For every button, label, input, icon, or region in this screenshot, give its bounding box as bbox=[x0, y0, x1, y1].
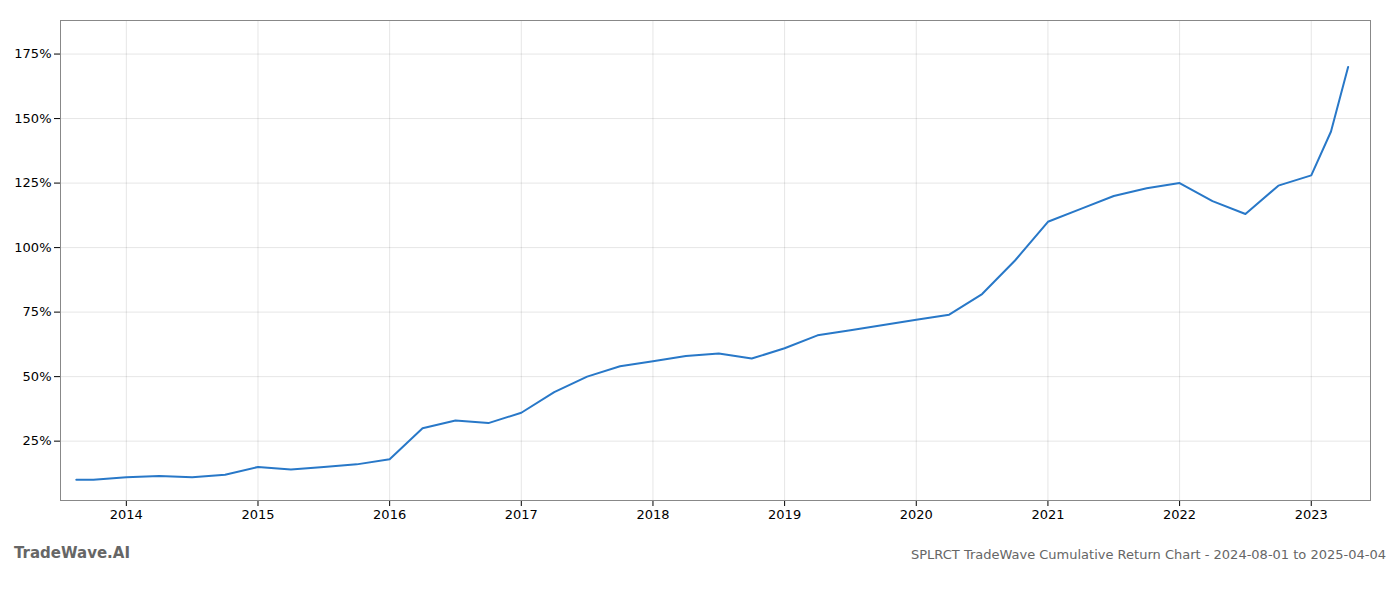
svg-text:2023: 2023 bbox=[1295, 507, 1328, 522]
svg-text:2019: 2019 bbox=[768, 507, 801, 522]
svg-text:50%: 50% bbox=[23, 369, 52, 384]
svg-text:100%: 100% bbox=[14, 240, 51, 255]
svg-text:2016: 2016 bbox=[373, 507, 406, 522]
svg-text:2022: 2022 bbox=[1163, 507, 1196, 522]
svg-text:175%: 175% bbox=[14, 46, 51, 61]
svg-text:2017: 2017 bbox=[505, 507, 538, 522]
svg-text:2018: 2018 bbox=[636, 507, 669, 522]
svg-text:150%: 150% bbox=[14, 111, 51, 126]
html-text:TradeWave.AI: TradeWave.AI bbox=[14, 544, 130, 562]
svg-text:2015: 2015 bbox=[241, 507, 274, 522]
svg-text:125%: 125% bbox=[14, 175, 51, 190]
svg-text:75%: 75% bbox=[23, 304, 52, 319]
svg-text:2014: 2014 bbox=[110, 507, 143, 522]
svg-text:2021: 2021 bbox=[1031, 507, 1064, 522]
html-text:SPLRCT TradeWave Cumulative Re: SPLRCT TradeWave Cumulative Return Chart… bbox=[911, 547, 1386, 562]
svg-text:2020: 2020 bbox=[900, 507, 933, 522]
svg-text:25%: 25% bbox=[23, 433, 52, 448]
